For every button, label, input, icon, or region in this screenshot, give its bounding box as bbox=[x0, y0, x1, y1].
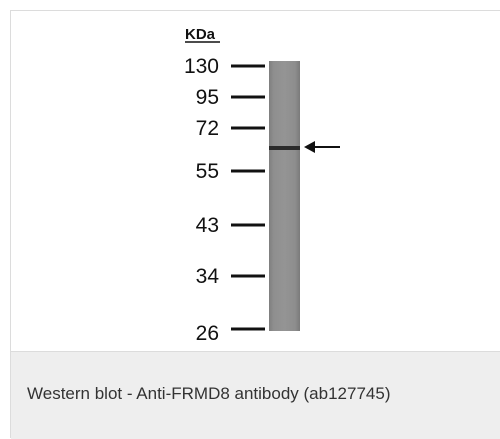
western-blot-figure: KDa 130 95 72 55 43 34 26 bbox=[11, 11, 500, 351]
marker-label-43: 43 bbox=[196, 214, 219, 237]
marker-label-72: 72 bbox=[196, 117, 219, 140]
western-blot-image: KDa 130 95 72 55 43 34 26 bbox=[184, 26, 340, 345]
protein-band bbox=[269, 146, 300, 150]
caption-panel: Western blot - Anti-FRMD8 antibody (ab12… bbox=[11, 351, 500, 439]
marker-label-130: 130 bbox=[184, 55, 219, 78]
caption-text: Western blot - Anti-FRMD8 antibody (ab12… bbox=[27, 384, 391, 403]
figure-card: KDa 130 95 72 55 43 34 26 bbox=[10, 10, 500, 439]
marker-label-55: 55 bbox=[196, 160, 219, 183]
marker-label-26: 26 bbox=[196, 322, 219, 345]
arrow-icon bbox=[304, 141, 340, 153]
unit-label: KDa bbox=[185, 26, 216, 43]
marker-label-34: 34 bbox=[196, 265, 220, 288]
marker-label-95: 95 bbox=[196, 86, 219, 109]
gel-lane bbox=[269, 61, 300, 331]
